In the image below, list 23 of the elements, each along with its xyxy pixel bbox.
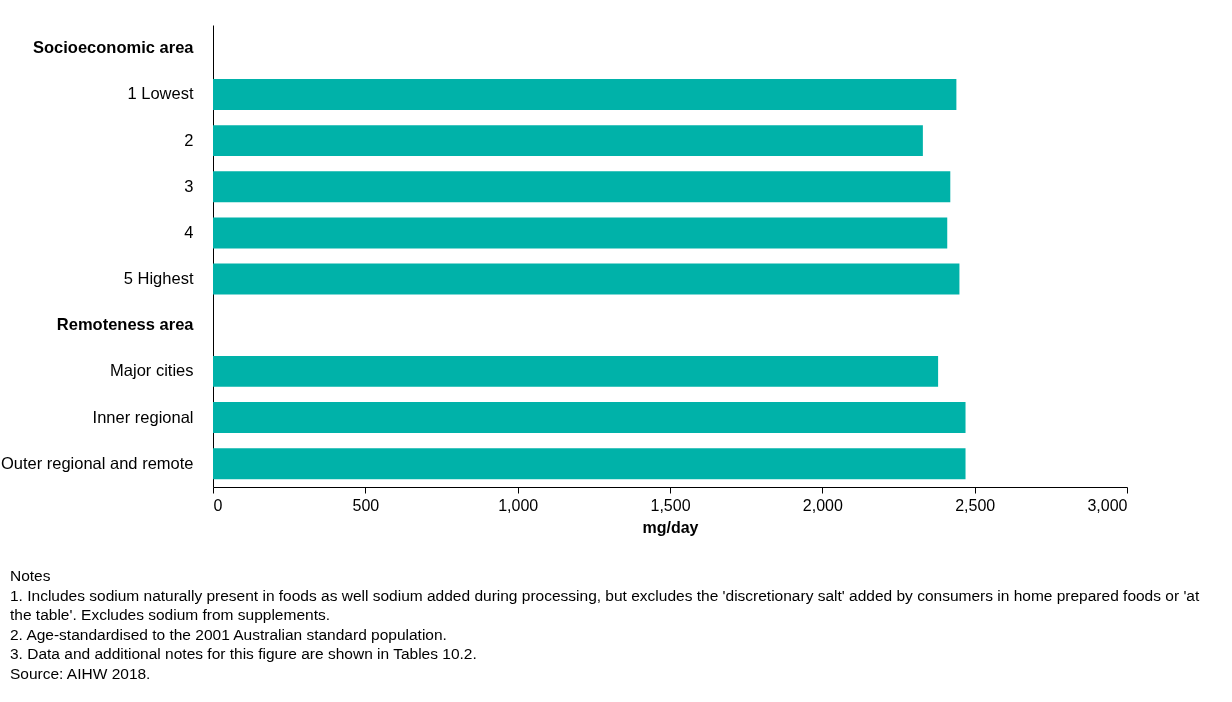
y-tick-label: 1 Lowest xyxy=(127,84,194,103)
y-tick-label: 5 Highest xyxy=(123,269,194,288)
text: 1. Includes sodium naturally present in foods as well sodium added during processing, but excludes the 'discretionary salt' added by consumers in home prepared foods or 'at the table'. Excludes sodium from supplements. xyxy=(10,585,1201,625)
x-axis-title: mg/day xyxy=(642,518,699,536)
y-tick-label: Inner regional xyxy=(92,407,194,426)
y-tick-label: 3 xyxy=(184,176,194,195)
x-tick-label: 0 xyxy=(213,496,223,514)
y-tick-label: 2 xyxy=(184,130,194,149)
y-tick-label: Socioeconomic area xyxy=(33,38,195,57)
y-tick-label: Outer regional and remote xyxy=(0,453,194,472)
x-tick-label: 1,500 xyxy=(650,496,691,514)
y-tick-label: 4 xyxy=(184,222,194,241)
text: 3. Data and additional notes for this figure are shown in Tables 10.2. xyxy=(10,644,478,664)
x-tick-label: 2,000 xyxy=(802,496,843,514)
y-tick-label: Remoteness area xyxy=(56,315,195,334)
source-note: Source: AIHW 2018. xyxy=(10,663,152,683)
x-tick-label: 3,000 xyxy=(1087,496,1128,514)
text: Notes xyxy=(10,566,52,586)
x-tick-label: 2,500 xyxy=(955,496,996,514)
y-tick-label: Major cities xyxy=(110,361,194,380)
x-tick-label: 1,000 xyxy=(498,496,539,514)
text: 2. Age-standardised to the 2001 Australian standard population. xyxy=(10,624,448,644)
x-tick-label: 500 xyxy=(352,496,380,514)
